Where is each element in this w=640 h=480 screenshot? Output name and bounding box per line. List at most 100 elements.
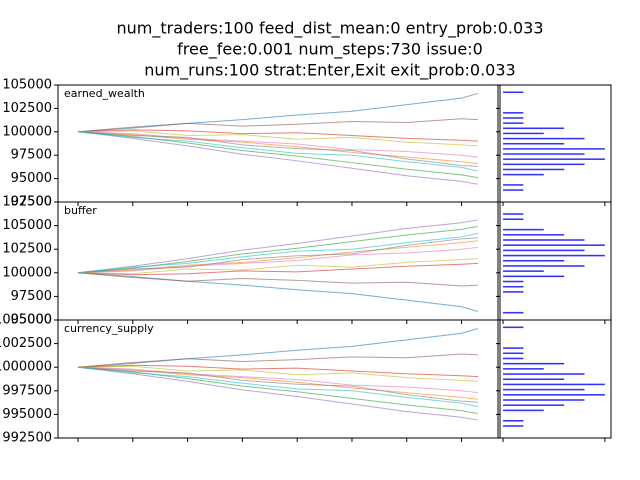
hist-bar bbox=[503, 117, 524, 119]
y-tick-label: 1000000 bbox=[0, 360, 52, 375]
hist-bar bbox=[503, 158, 605, 160]
hist-bar bbox=[503, 270, 544, 272]
y-tick-label: 995000 bbox=[2, 407, 52, 422]
hist-bar bbox=[503, 388, 585, 391]
hist-bar bbox=[503, 326, 524, 329]
title-line: free_fee:0.001 num_steps:730 issue:0 bbox=[177, 40, 483, 60]
hist-bar bbox=[503, 357, 524, 360]
hist-bar bbox=[503, 112, 524, 114]
hist-bar bbox=[503, 168, 565, 171]
title-line: num_runs:100 strat:Enter,Exit exit_prob:… bbox=[144, 61, 515, 81]
panel-label: buffer bbox=[64, 204, 97, 217]
y-tick-label: 97500 bbox=[11, 289, 52, 304]
hist-bar bbox=[503, 173, 544, 176]
y-tick-label: 100000 bbox=[2, 265, 52, 280]
series-line bbox=[77, 262, 479, 276]
hist-bar bbox=[503, 259, 565, 262]
y-tick-label: 95000 bbox=[11, 313, 52, 328]
hist-bar bbox=[503, 368, 544, 370]
series-line bbox=[77, 92, 479, 133]
panel-label: currency_supply bbox=[64, 322, 154, 335]
y-tick-label: 97500 bbox=[11, 148, 52, 163]
hist-bar bbox=[503, 234, 565, 236]
series-line bbox=[77, 366, 479, 403]
y-tick-label: 102500 bbox=[2, 242, 52, 257]
hist-bar bbox=[503, 311, 524, 314]
title-line: num_traders:100 feed_dist_mean:0 entry_p… bbox=[117, 19, 544, 39]
hist-bar bbox=[503, 265, 585, 267]
hist-bar bbox=[503, 213, 524, 215]
hist-bar bbox=[503, 153, 585, 155]
y-tick-label: 100000 bbox=[2, 124, 52, 139]
series-line bbox=[77, 272, 479, 312]
series-line bbox=[77, 118, 479, 133]
series-line bbox=[77, 328, 479, 368]
hist-bar bbox=[503, 275, 565, 278]
hist-bar bbox=[503, 122, 524, 124]
hist-bar bbox=[503, 373, 585, 375]
series-line bbox=[77, 258, 479, 275]
hist-bar bbox=[503, 148, 605, 150]
plot-area bbox=[77, 92, 479, 185]
series-line bbox=[77, 131, 479, 185]
hist-bar bbox=[503, 189, 524, 191]
axes-frame bbox=[499, 319, 612, 439]
axes-frame bbox=[57, 319, 499, 439]
y-tick-label: 107500 bbox=[2, 195, 52, 210]
hist-bar bbox=[503, 127, 565, 130]
hist-bar bbox=[503, 184, 524, 186]
hist-bar bbox=[503, 404, 565, 406]
series-line bbox=[77, 364, 479, 378]
plot-area bbox=[77, 328, 479, 421]
panel-label: earned_wealth bbox=[64, 87, 145, 100]
y-tick-label: 105000 bbox=[2, 78, 52, 93]
hist-bar bbox=[503, 394, 605, 396]
hist-bar bbox=[503, 425, 524, 427]
hist-bar bbox=[503, 244, 605, 246]
series-line bbox=[77, 232, 479, 274]
series-line bbox=[77, 246, 479, 274]
series-line bbox=[77, 131, 479, 158]
hist-bar bbox=[503, 132, 544, 135]
y-tick-label: 95000 bbox=[11, 171, 52, 186]
hist-bar bbox=[503, 362, 565, 365]
hist-bar bbox=[503, 347, 524, 349]
hist-bar bbox=[503, 291, 524, 293]
series-line bbox=[77, 365, 479, 382]
series-line bbox=[77, 130, 479, 147]
hist-bar bbox=[503, 91, 524, 94]
series-line bbox=[77, 272, 479, 287]
hist-bar bbox=[503, 383, 605, 386]
y-tick-label: 92500 bbox=[11, 195, 52, 210]
hist-bar bbox=[503, 285, 524, 288]
hist-bar bbox=[503, 409, 544, 412]
series-line bbox=[77, 129, 479, 142]
y-tick-label: 992500 bbox=[2, 431, 52, 446]
y-tick-label: 997500 bbox=[2, 383, 52, 398]
hist-bar bbox=[503, 378, 565, 381]
hist-bar bbox=[503, 137, 585, 140]
series-line bbox=[77, 219, 479, 274]
hist-bar bbox=[503, 254, 605, 257]
y-tick-label: 1005000 bbox=[0, 313, 52, 328]
series-line bbox=[77, 131, 479, 172]
series-line bbox=[77, 366, 479, 394]
hist-bar bbox=[503, 218, 524, 221]
y-tick-label: 105000 bbox=[2, 218, 52, 233]
hist-bar bbox=[503, 399, 585, 401]
series-line bbox=[77, 366, 479, 408]
series-line bbox=[77, 353, 479, 368]
hist-bar bbox=[503, 228, 544, 231]
hist-bar bbox=[503, 419, 524, 422]
hist-bar bbox=[503, 352, 524, 355]
series-line bbox=[77, 131, 479, 167]
plot-area bbox=[77, 219, 479, 312]
y-tick-label: 102500 bbox=[2, 101, 52, 116]
hist-bar bbox=[503, 280, 524, 283]
hist-bar bbox=[503, 239, 585, 241]
hist-bar bbox=[503, 142, 565, 145]
y-tick-label: 1002500 bbox=[0, 336, 52, 351]
series-line bbox=[77, 237, 479, 274]
hist-bar bbox=[503, 249, 585, 252]
